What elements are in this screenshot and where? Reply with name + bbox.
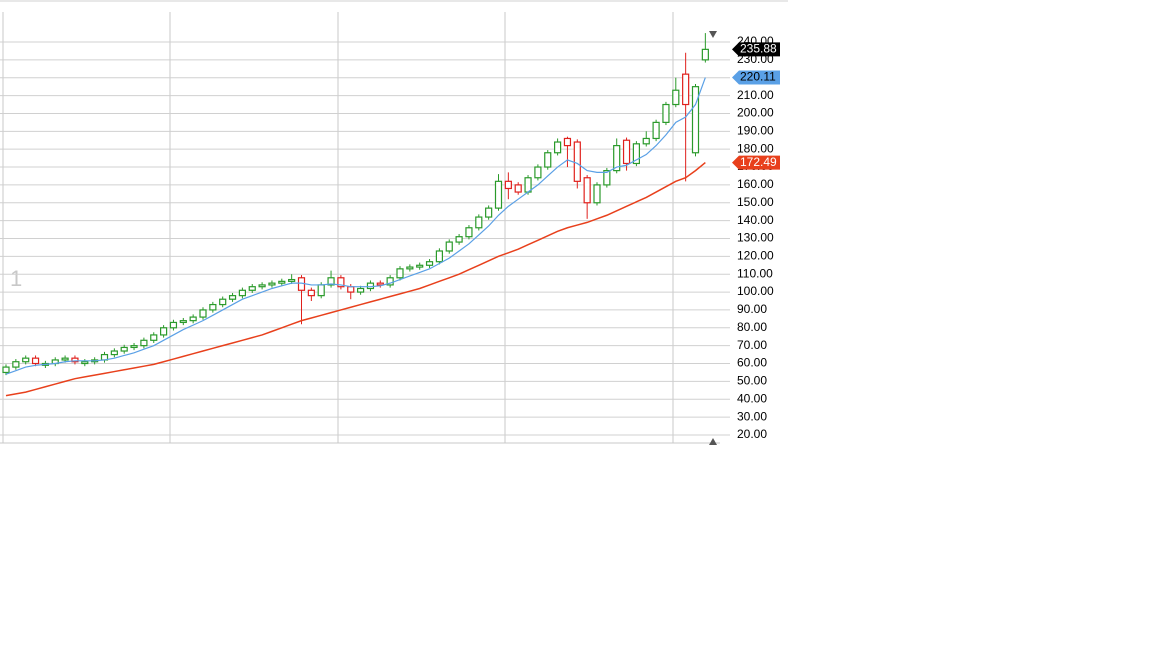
candle-body <box>416 264 424 268</box>
candle-body <box>593 184 601 204</box>
candle-body <box>71 357 79 363</box>
candle-body <box>376 282 384 286</box>
candle-body <box>278 280 286 284</box>
candle-body <box>682 73 690 106</box>
candle-body <box>504 180 512 190</box>
candle-body <box>386 277 394 286</box>
candle-body <box>672 89 680 106</box>
candle-body <box>425 261 434 266</box>
candle-body <box>622 139 631 165</box>
candle-body <box>268 282 276 286</box>
candle-body <box>61 357 69 361</box>
y-tick-label: 190.00 <box>737 123 774 137</box>
candle-body <box>603 170 611 186</box>
candle-body <box>2 366 10 374</box>
y-tick-label: 110.00 <box>737 266 773 280</box>
scroll-marker <box>709 438 717 445</box>
moving-average <box>5 77 706 375</box>
candle-body <box>160 327 168 336</box>
candle-body <box>465 227 473 238</box>
y-tick-label: 200.00 <box>737 106 774 120</box>
y-tick-label: 160.00 <box>737 177 774 191</box>
candle-body <box>140 339 148 347</box>
vertical-grid <box>2 12 674 443</box>
candle-body <box>150 334 158 341</box>
y-tick-label: 70.00 <box>737 338 767 352</box>
y-tick-label: 20.00 <box>737 427 767 441</box>
candle-body <box>317 284 325 297</box>
candle-body <box>120 346 128 352</box>
candle-body <box>701 48 709 61</box>
y-tick-label: 210.00 <box>737 88 774 102</box>
candle-body <box>613 145 621 172</box>
y-tick-label: 130.00 <box>737 231 774 245</box>
y-tick-label: 40.00 <box>737 391 767 405</box>
y-tick-label: 120.00 <box>737 249 774 263</box>
candle-body <box>130 345 138 349</box>
price-tag-label: 220.11 <box>740 70 776 84</box>
candle-body <box>455 236 463 243</box>
candle-body <box>357 287 365 293</box>
y-tick-label: 80.00 <box>737 320 767 334</box>
y-tick-label: 50.00 <box>737 374 767 388</box>
y-tick-label: 150.00 <box>737 195 774 209</box>
candle-body <box>22 357 30 363</box>
candle-body <box>307 289 315 297</box>
candle-body <box>347 286 355 293</box>
candle-body <box>110 350 118 356</box>
candle-body <box>544 152 552 168</box>
price-tag-label: 172.49 <box>740 155 777 169</box>
y-tick-label: 60.00 <box>737 356 767 370</box>
scroll-marker <box>709 31 717 38</box>
candle-body <box>327 277 335 286</box>
price-tag-label: 235.88 <box>740 42 777 56</box>
candle-body <box>248 286 256 291</box>
candle-body <box>553 141 562 154</box>
candle-body <box>31 357 40 365</box>
candle-body <box>219 298 227 306</box>
candle-body <box>534 166 542 179</box>
candle-body <box>573 141 581 182</box>
candle-body <box>435 250 443 263</box>
candle-body <box>563 137 572 147</box>
y-tick-label: 90.00 <box>737 302 767 316</box>
candle-body <box>632 143 641 165</box>
candle-body <box>12 361 20 368</box>
candle-body <box>366 282 375 290</box>
candle-body <box>494 180 503 209</box>
price-tag <box>732 70 780 85</box>
candle-body <box>406 266 414 270</box>
candle-body <box>258 284 266 288</box>
candle-body <box>396 268 404 279</box>
candle-body <box>652 121 660 140</box>
candle-body <box>179 320 187 324</box>
candle-body <box>642 137 650 145</box>
y-tick-label: 100.00 <box>737 284 774 298</box>
candle-body <box>189 316 197 322</box>
candle-body <box>475 216 483 229</box>
price-tag <box>732 155 780 170</box>
candle-body <box>514 184 522 193</box>
candle-body <box>337 277 345 288</box>
candle-body <box>691 86 700 154</box>
candle-body <box>288 278 296 282</box>
candle-body <box>209 303 217 311</box>
candle-body <box>583 177 591 204</box>
y-tick-label: 140.00 <box>737 213 774 227</box>
candle-body <box>81 361 89 365</box>
candle-body <box>238 289 246 297</box>
candle-body <box>228 295 237 300</box>
candle-body <box>485 207 493 218</box>
price-tag <box>732 42 780 57</box>
candle-body <box>445 241 453 252</box>
candle-body <box>199 309 207 318</box>
moving-average <box>5 162 706 397</box>
candle-body <box>662 103 670 123</box>
y-tick-label: 180.00 <box>737 141 774 155</box>
y-tick-label: 30.00 <box>737 409 767 423</box>
candle-body <box>169 321 178 329</box>
pane-label: 1 <box>10 266 22 291</box>
